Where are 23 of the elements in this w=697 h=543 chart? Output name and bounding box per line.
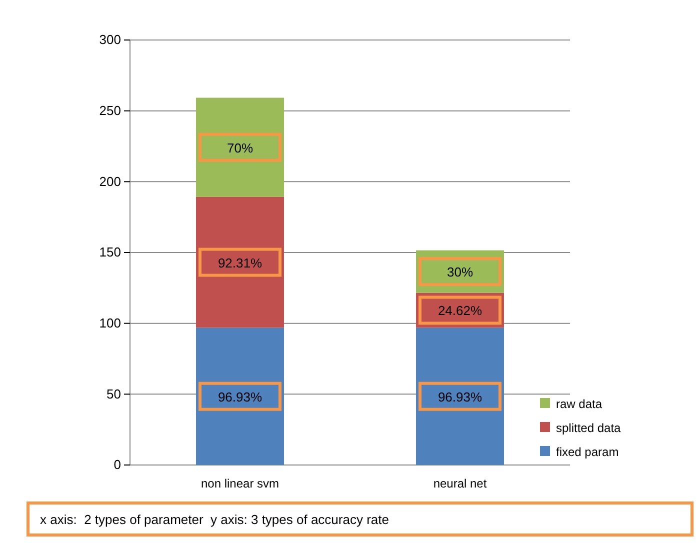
- x-tick-label: non linear svm: [200, 476, 280, 491]
- y-tick-label: 250: [99, 102, 121, 118]
- bar: [416, 328, 504, 465]
- data-label: 24.62%: [438, 303, 482, 318]
- y-tick-label: 0: [114, 457, 121, 472]
- y-tick-label: 150: [99, 244, 121, 260]
- data-label: 30%: [446, 264, 474, 280]
- legend-label: fixed param: [556, 445, 619, 459]
- y-tick-label: 50: [106, 386, 121, 402]
- data-label: 96.93%: [218, 389, 262, 404]
- bar: [196, 328, 284, 465]
- data-label: 96.93%: [438, 389, 482, 404]
- y-tick-label: 300: [99, 32, 121, 48]
- legend-label: splitted data: [556, 421, 622, 435]
- text: x axis: 2 types of parameter y axis: 3 types of accuracy rate: [40, 512, 389, 527]
- y-tick-label: 200: [99, 174, 121, 189]
- legend-label: raw data: [556, 397, 602, 411]
- data-label: 70%: [226, 140, 254, 156]
- bar: [196, 196, 284, 328]
- bar: [196, 98, 284, 197]
- y-tick-label: 100: [99, 315, 121, 330]
- data-label: 92.31%: [218, 255, 262, 270]
- x-tick-label: neural net: [433, 476, 488, 491]
